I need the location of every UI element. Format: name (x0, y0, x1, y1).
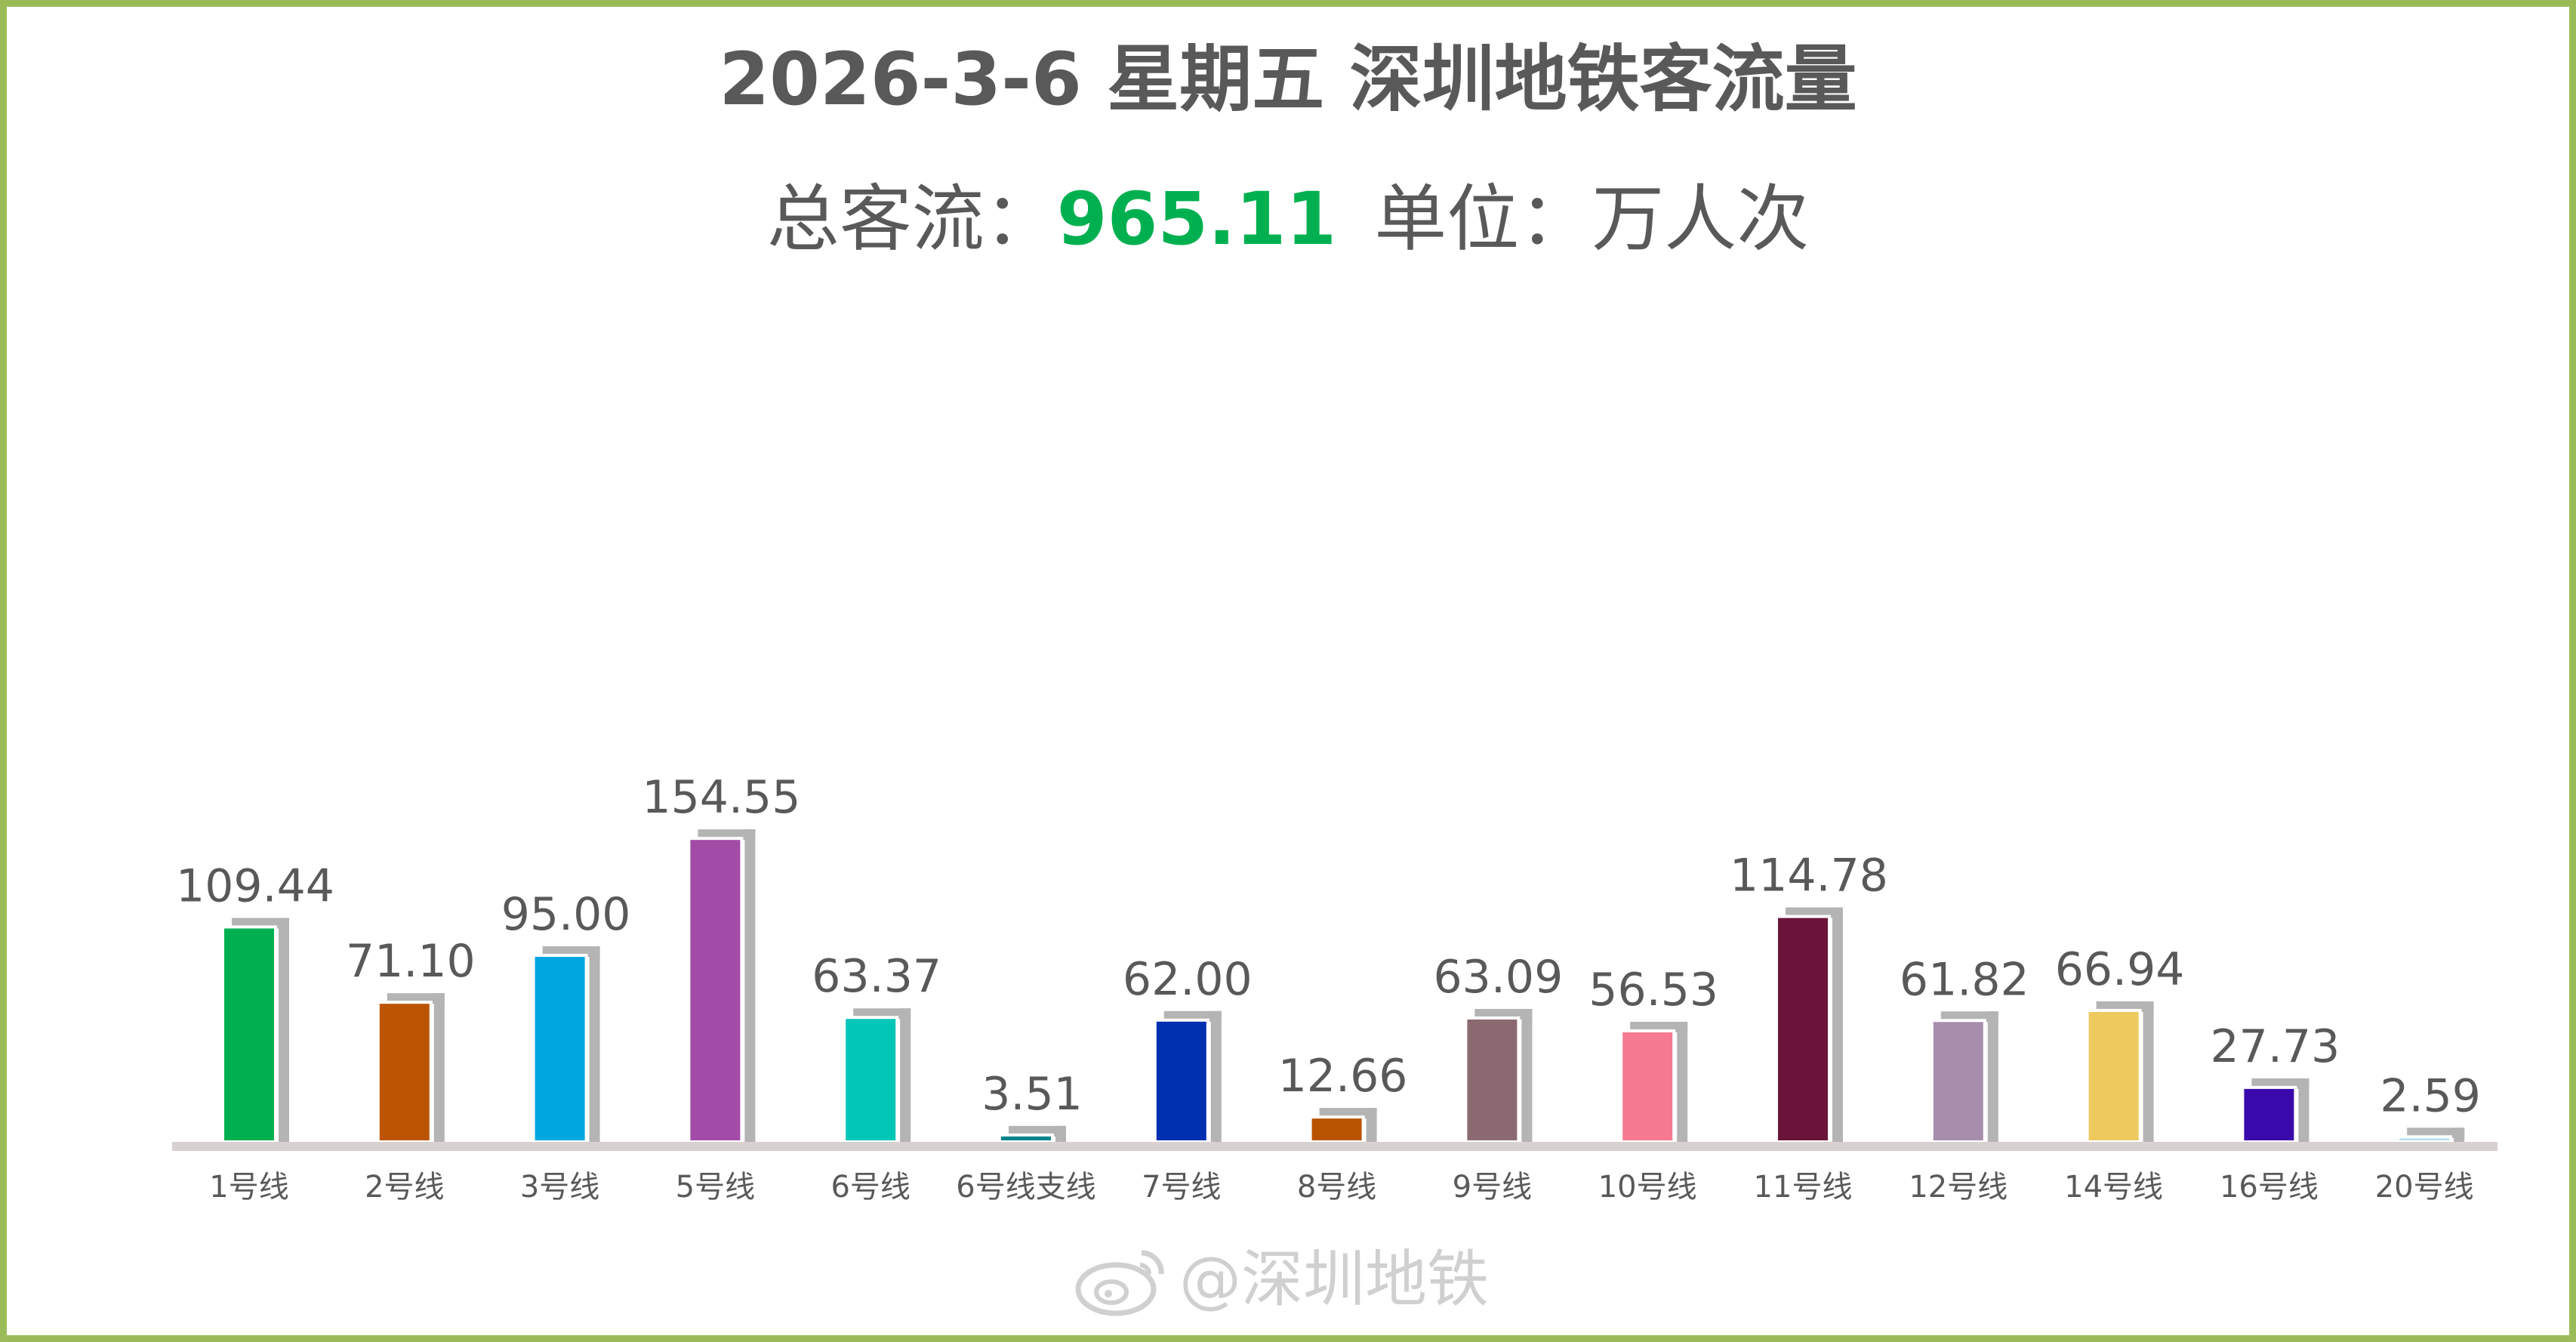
value-label-1: 71.10 (346, 935, 476, 988)
bar-shadow-side-5 (1055, 1125, 1066, 1142)
bar-shadow-side-9 (1677, 1022, 1688, 1142)
watermark: @深圳地铁 (1072, 1239, 1489, 1322)
bar-2 (532, 954, 588, 1143)
bar-1 (376, 1001, 433, 1144)
bar-14 (2396, 1135, 2453, 1143)
bar-shadow-side-11 (1987, 1011, 1998, 1142)
bar-shadow-side-0 (279, 918, 289, 1142)
category-label-1: 2号线 (365, 1170, 444, 1205)
bar-10 (1775, 915, 1831, 1144)
value-label-6: 62.00 (1123, 953, 1253, 1006)
value-label-2: 95.00 (501, 888, 631, 941)
category-label-2: 3号线 (520, 1170, 599, 1205)
category-label-9: 10号线 (1598, 1170, 1697, 1205)
bar-shadow-side-12 (2143, 1001, 2154, 1142)
bar-shadow-side-10 (1832, 907, 1843, 1142)
category-label-14: 20号线 (2375, 1170, 2474, 1205)
bar-shadow-side-3 (744, 829, 756, 1142)
bar-shadow-side-1 (433, 993, 445, 1142)
bar-7 (1308, 1115, 1365, 1143)
bar-shadow-side-4 (900, 1008, 911, 1142)
bar-shadow-side-13 (2298, 1078, 2309, 1142)
category-label-13: 16号线 (2220, 1170, 2319, 1205)
bar-shadow-side-14 (2454, 1128, 2465, 1142)
value-label-9: 56.53 (1588, 964, 1718, 1017)
bar-13 (2241, 1085, 2297, 1143)
weibo-icon (1075, 1250, 1164, 1316)
category-label-12: 14号线 (2064, 1170, 2163, 1205)
bar-11 (1930, 1019, 1986, 1143)
value-label-4: 63.37 (812, 950, 941, 1003)
watermark-text: @深圳地铁 (1179, 1244, 1490, 1316)
value-label-12: 66.94 (2055, 943, 2185, 996)
bar-shadow-side-8 (1521, 1008, 1533, 1142)
category-label-8: 9号线 (1453, 1170, 1532, 1205)
category-label-11: 12号线 (1909, 1170, 2007, 1205)
category-label-10: 11号线 (1754, 1170, 1853, 1205)
bar-shadow-side-7 (1366, 1108, 1377, 1142)
value-label-3: 154.55 (642, 771, 800, 824)
bar-5 (998, 1133, 1054, 1144)
value-label-11: 61.82 (1900, 953, 2029, 1006)
category-label-3: 5号线 (676, 1170, 755, 1205)
bar-8 (1464, 1016, 1521, 1143)
value-label-13: 27.73 (2211, 1020, 2340, 1073)
value-label-5: 3.51 (981, 1068, 1083, 1121)
bar-12 (2085, 1008, 2142, 1144)
category-label-6: 7号线 (1142, 1170, 1221, 1205)
category-label-5: 6号线支线 (956, 1170, 1095, 1205)
category-label-0: 1号线 (209, 1170, 288, 1205)
value-label-8: 63.09 (1434, 951, 1564, 1004)
bar-0 (221, 925, 277, 1144)
value-label-7: 12.66 (1278, 1050, 1408, 1103)
total-label: 总客流： (766, 177, 1057, 261)
bar-3 (687, 837, 744, 1144)
value-label-10: 114.78 (1730, 850, 1888, 902)
bar-shadow-side-2 (589, 946, 600, 1142)
x-axis-line (172, 1142, 2497, 1151)
bar-4 (843, 1016, 899, 1144)
total-value: 965.11 (1056, 177, 1337, 261)
chart-subtitle: 总客流：965.11 单位：万人次 (0, 170, 2576, 268)
bar-6 (1153, 1018, 1209, 1144)
chart-title: 2026-3-6 星期五 深圳地铁客流量 (719, 37, 1857, 122)
category-label-7: 8号线 (1297, 1170, 1376, 1205)
unit-label: 单位：万人次 (1374, 177, 1810, 261)
category-label-4: 6号线 (830, 1170, 910, 1205)
bar-9 (1619, 1029, 1676, 1143)
value-label-14: 2.59 (2380, 1069, 2481, 1122)
bar-shadow-side-6 (1210, 1010, 1222, 1142)
value-label-0: 109.44 (176, 859, 334, 912)
